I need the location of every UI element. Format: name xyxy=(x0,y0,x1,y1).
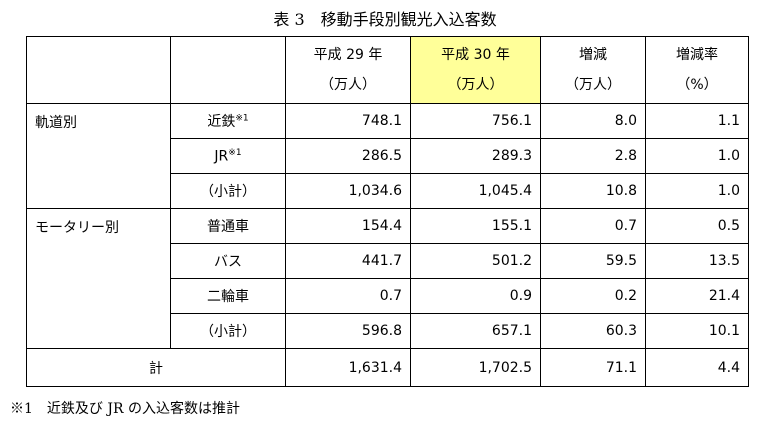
cell: 596.8 xyxy=(285,313,411,349)
corner xyxy=(26,36,171,104)
row: （小計） 596.8 657.1 60.3 10.1 xyxy=(27,313,749,349)
cell: 8.0 xyxy=(540,103,646,139)
cell: 13.5 xyxy=(645,243,749,279)
cell: 1,702.5 xyxy=(410,348,541,387)
header-line: 増減率 xyxy=(676,47,718,63)
note-mark: ※1 xyxy=(235,113,249,124)
cell: 60.3 xyxy=(540,313,646,349)
header-line: （%） xyxy=(676,77,718,93)
header-line: （万人） xyxy=(320,77,376,93)
cell: 0.5 xyxy=(645,208,749,244)
cell: 10.8 xyxy=(540,173,646,209)
note-mark: ※1 xyxy=(228,147,242,158)
cell: 441.7 xyxy=(285,243,411,279)
cell: 0.2 xyxy=(540,278,646,314)
cell: 1.0 xyxy=(645,138,749,174)
total-row: 計 1,631.4 1,702.5 71.1 4.4 xyxy=(26,348,749,387)
row-label: （小計） xyxy=(170,173,286,209)
row: JR※1 286.5 289.3 2.8 1.0 xyxy=(27,138,749,174)
cell: 10.1 xyxy=(645,313,749,349)
cell: 1,045.4 xyxy=(410,173,541,209)
title: 表 3 移動手段別観光入込客数 xyxy=(273,10,497,29)
cell: 71.1 xyxy=(540,348,646,387)
row-label-text: バス xyxy=(214,254,242,270)
row-label-text: JR xyxy=(214,148,229,165)
footnote: ※1 近鉄及び JR の入込客数は推計 xyxy=(10,401,240,417)
header-line: （万人） xyxy=(447,77,504,93)
cell: 1.1 xyxy=(645,103,749,139)
cell: 59.5 xyxy=(540,243,646,279)
column-header: 増減率 （%） xyxy=(645,36,749,104)
row-label: JR※1 xyxy=(170,138,286,174)
table: 平成 29 年（万人） 平成 30 年（万人） 増減 （万人） 増減率 （%） 軌道別 近鉄… xyxy=(26,36,749,387)
cell: 1,034.6 xyxy=(285,173,411,209)
column-header: 平成 29 年 （万人） xyxy=(285,36,411,104)
row: バス 441.7 501.2 59.5 13.5 xyxy=(27,243,749,279)
row-label: バス xyxy=(170,243,286,279)
group-label: 軌道別 xyxy=(26,103,171,209)
cell: 21.4 xyxy=(645,278,749,314)
header-line: 平成 29 年 xyxy=(313,47,383,63)
row-label-text: 二輪車 xyxy=(207,289,249,305)
corner xyxy=(170,36,286,104)
cell: 0.9 xyxy=(410,278,541,314)
row-label: 近鉄※1 xyxy=(170,103,286,139)
row-label-text: 近鉄 xyxy=(207,114,236,130)
cell: 2.8 xyxy=(540,138,646,174)
row: モータリー別 普通車 154.4 155.1 0.7 0.5 xyxy=(26,208,749,349)
cell: 0.7 xyxy=(285,278,411,314)
row-label: 二輪車 xyxy=(170,278,286,314)
cell: 4.4 xyxy=(645,348,749,387)
header-line: 平成 30 年 xyxy=(441,47,510,63)
cell: 155.1 xyxy=(410,208,541,244)
row-label: 普通車 xyxy=(170,208,286,244)
cell: 657.1 xyxy=(410,313,541,349)
group-label: モータリー別 xyxy=(26,208,171,349)
cell: 289.3 xyxy=(410,138,541,174)
row-label-text: （小計） xyxy=(200,324,256,340)
cell: 1.0 xyxy=(645,173,749,209)
total-label: 計 xyxy=(26,348,286,387)
row-label-text: 普通車 xyxy=(207,219,249,235)
header-line: （万人） xyxy=(565,77,621,93)
header: 平成 29 年 （万人） 平成 30 年 （万人） 増減 （万人） 増減率 （%） xyxy=(26,36,749,104)
cell: 1,631.4 xyxy=(285,348,411,387)
cell: 154.4 xyxy=(285,208,411,244)
cell: 0.7 xyxy=(540,208,646,244)
body: 軌道別 近鉄※1 748.1 756.1 8.0 1.1 JR※1 286.5 289.3 2.8… xyxy=(26,103,749,387)
column-header: 平成 30 年 （万人） xyxy=(410,36,541,104)
cell: 286.5 xyxy=(285,138,411,174)
cell: 748.1 xyxy=(285,103,411,139)
row: （小計） 1,034.6 1,045.4 10.8 1.0 xyxy=(27,173,749,209)
cell: 501.2 xyxy=(410,243,541,279)
header-line: 増減 xyxy=(579,47,607,63)
row-label: （小計） xyxy=(170,313,286,349)
row-label-text: （小計） xyxy=(200,184,256,200)
row: 軌道別 近鉄※1 748.1 756.1 8.0 1.1 xyxy=(26,103,749,209)
cell: 756.1 xyxy=(410,103,541,139)
column-header: 増減 （万人） xyxy=(540,36,646,104)
